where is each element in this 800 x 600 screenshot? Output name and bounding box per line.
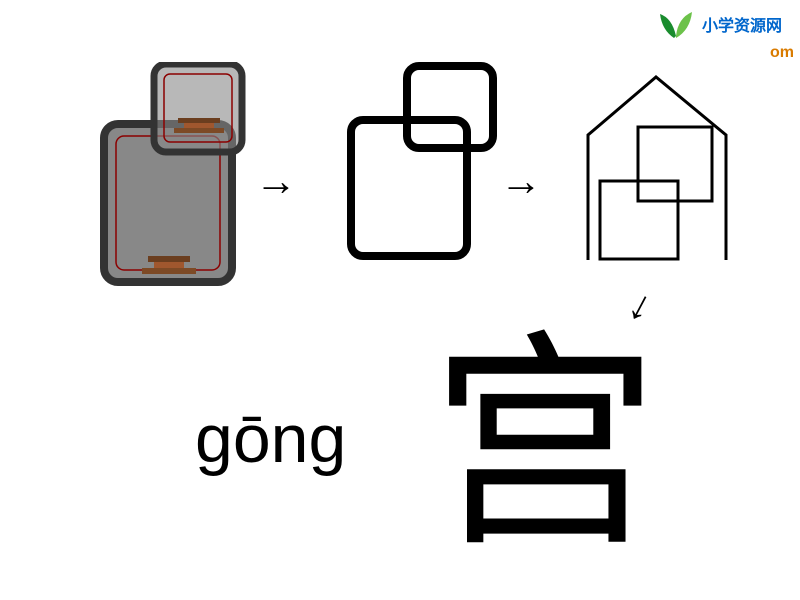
stage-1-pictograph (98, 62, 258, 297)
site-logo: 小学资源网 (656, 8, 782, 40)
arrow-2: → (500, 160, 542, 202)
stage-2-outline (345, 62, 505, 267)
logo-text: 小学资源网 (702, 12, 782, 36)
watermark-text: om (770, 44, 794, 62)
chinese-character: 宫 (430, 330, 660, 560)
arrow-1: → (255, 160, 297, 202)
logo-leaf-icon (656, 8, 696, 40)
stage-3-house (570, 65, 750, 270)
pinyin-label: gōng (195, 400, 346, 478)
